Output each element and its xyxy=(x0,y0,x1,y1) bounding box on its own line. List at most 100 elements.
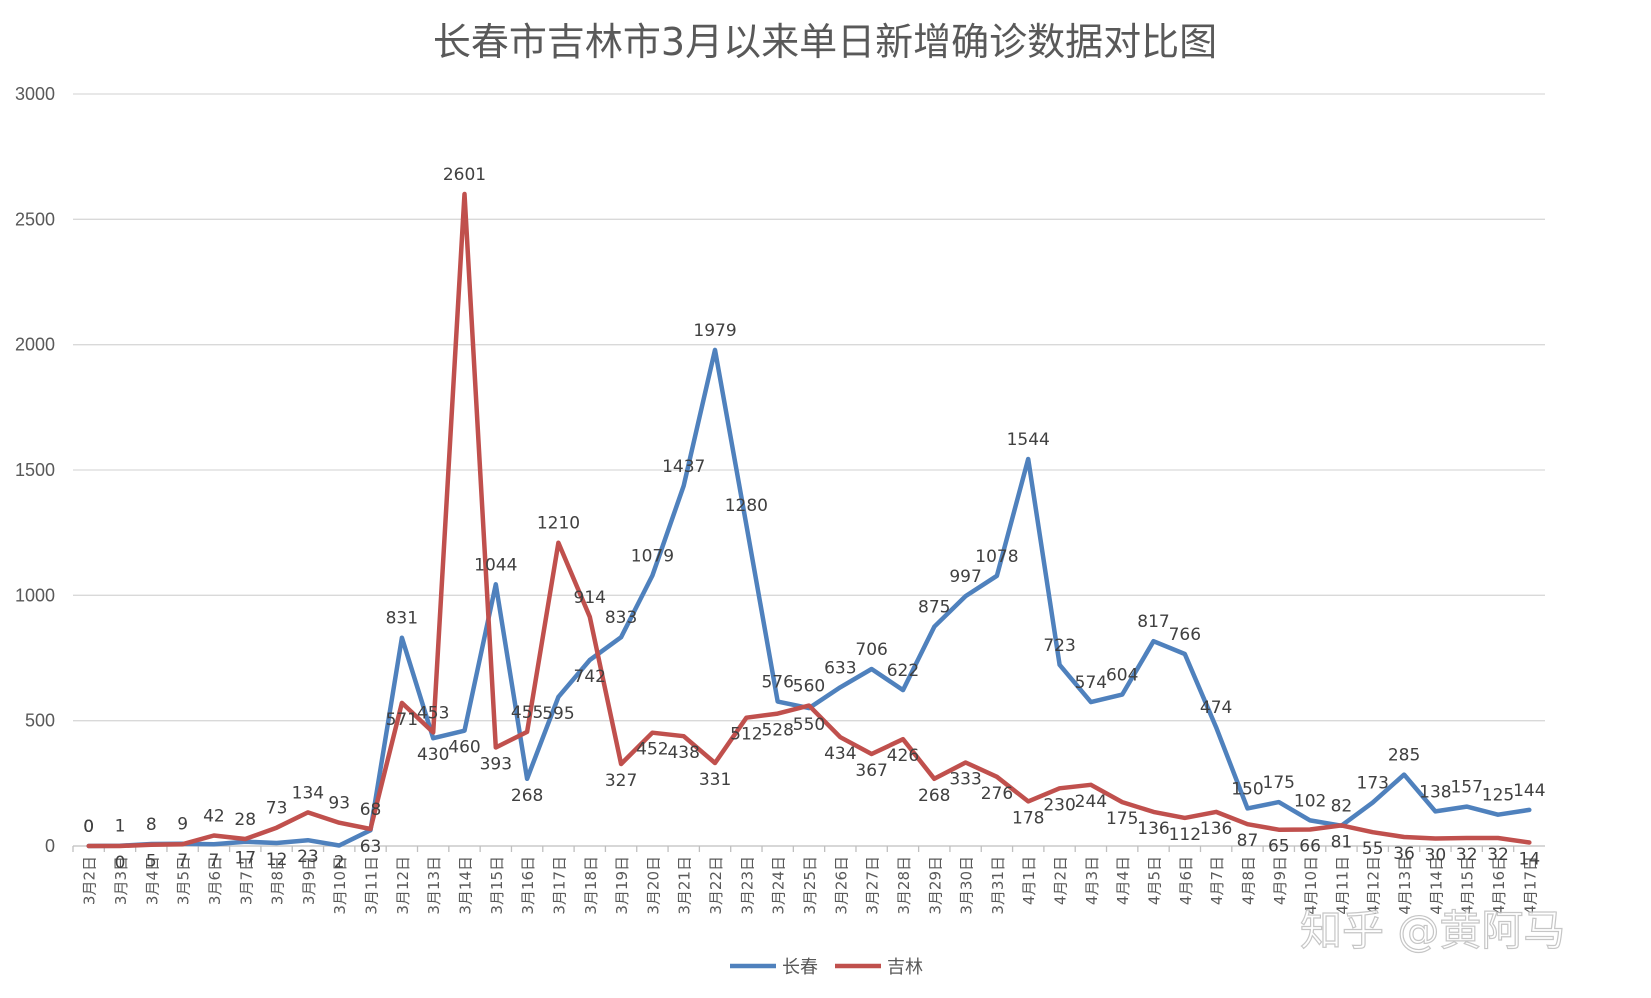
x-tick-label: 3月20日 xyxy=(644,856,662,915)
data-label: 112 xyxy=(1169,825,1201,845)
data-label: 14 xyxy=(1519,849,1541,869)
x-tick-label: 3月29日 xyxy=(926,856,944,915)
data-label: 875 xyxy=(918,598,950,618)
x-tick-label: 3月7日 xyxy=(237,856,255,905)
data-label: 742 xyxy=(574,667,606,687)
data-label: 633 xyxy=(824,658,856,678)
data-label: 474 xyxy=(1200,698,1232,718)
data-label: 1078 xyxy=(975,547,1018,567)
data-label: 766 xyxy=(1169,625,1201,645)
data-label: 157 xyxy=(1450,778,1482,798)
x-tick-label: 3月31日 xyxy=(989,856,1007,915)
data-label: 595 xyxy=(542,704,574,724)
y-axis-ticks: 0 500 1000 1500 2000 2500 3000 xyxy=(15,84,55,856)
x-tick-label: 3月17日 xyxy=(550,856,568,915)
data-label: 28 xyxy=(234,810,256,830)
data-label: 0 xyxy=(115,853,126,873)
data-label: 66 xyxy=(1299,836,1321,856)
y-tick-label: 1000 xyxy=(15,585,55,605)
data-label: 333 xyxy=(949,770,981,790)
x-tick-label: 3月10日 xyxy=(331,856,349,915)
data-labels: 0 1 8 97 17 12 23 26383143046010442685957428331… xyxy=(83,165,1545,873)
x-tick-label: 3月18日 xyxy=(582,856,600,915)
data-label: 327 xyxy=(605,771,637,791)
series-lines xyxy=(86,191,1532,849)
x-tick-label: 4月4日 xyxy=(1114,856,1132,905)
data-label: 285 xyxy=(1388,746,1420,766)
series-line-0 xyxy=(86,347,1532,849)
x-tick-label: 3月15日 xyxy=(488,856,506,915)
data-label: 268 xyxy=(511,786,543,806)
data-label: 32 xyxy=(1456,845,1478,865)
data-label: 230 xyxy=(1043,795,1075,815)
legend: 长春 吉林 xyxy=(730,957,923,978)
data-label: 453 xyxy=(417,703,449,723)
data-label: 1979 xyxy=(693,321,736,341)
x-tick-label: 3月5日 xyxy=(175,856,193,905)
data-label: 452 xyxy=(636,740,668,760)
data-label: 817 xyxy=(1137,612,1169,632)
data-label: 914 xyxy=(574,588,606,608)
data-label: 5 xyxy=(146,852,157,872)
y-tick-label: 2000 xyxy=(15,335,55,355)
data-label: 1044 xyxy=(474,555,517,575)
x-tick-label: 3月21日 xyxy=(676,856,694,915)
x-tick-label: 3月26日 xyxy=(832,856,850,915)
data-label: 63 xyxy=(360,837,382,857)
x-tick-label: 3月22日 xyxy=(707,856,725,915)
data-label: 997 xyxy=(949,567,981,587)
data-label: 125 xyxy=(1482,786,1514,806)
data-label: 136 xyxy=(1137,819,1169,839)
data-label: 12 xyxy=(266,850,288,870)
gridlines xyxy=(73,93,1545,847)
x-tick-label: 4月1日 xyxy=(1020,856,1038,905)
x-tick-label: 3月19日 xyxy=(613,856,631,915)
x-tick-label: 3月14日 xyxy=(456,856,474,915)
data-label: 68 xyxy=(360,800,382,820)
data-label: 0 xyxy=(83,817,94,837)
watermark: 知乎 @黄阿马 xyxy=(1300,906,1565,955)
data-label: 2 xyxy=(334,852,345,872)
y-tick-label: 0 xyxy=(45,836,55,856)
data-label: 244 xyxy=(1075,792,1107,812)
data-label: 1437 xyxy=(662,457,705,477)
x-tick-label: 3月28日 xyxy=(895,856,913,915)
data-label: 430 xyxy=(417,745,449,765)
data-label: 7 xyxy=(177,851,188,871)
data-label: 1 xyxy=(115,817,126,837)
data-label: 367 xyxy=(855,761,887,781)
data-label: 706 xyxy=(855,640,887,660)
x-tick-label: 3月8日 xyxy=(269,856,287,905)
data-label: 1280 xyxy=(725,496,768,516)
data-label: 93 xyxy=(328,794,350,814)
x-tick-label: 3月9日 xyxy=(300,856,318,905)
data-label: 604 xyxy=(1106,666,1138,686)
x-tick-label: 4月9日 xyxy=(1271,856,1289,905)
x-tick-label: 3月4日 xyxy=(143,856,161,905)
data-label: 426 xyxy=(887,746,919,766)
data-label: 434 xyxy=(824,744,856,764)
data-label: 1079 xyxy=(631,547,674,567)
y-tick-label: 3000 xyxy=(15,84,55,104)
data-label: 42 xyxy=(203,806,225,826)
data-label: 574 xyxy=(1075,673,1107,693)
legend-label-1: 吉林 xyxy=(887,957,923,978)
x-tick-label: 3月23日 xyxy=(738,856,756,915)
data-label: 32 xyxy=(1487,845,1509,865)
data-label: 438 xyxy=(667,743,699,763)
data-label: 833 xyxy=(605,608,637,628)
data-label: 550 xyxy=(793,715,825,735)
data-label: 2601 xyxy=(443,165,486,185)
data-label: 82 xyxy=(1331,796,1353,816)
data-label: 571 xyxy=(386,710,418,730)
data-label: 276 xyxy=(981,784,1013,804)
data-label: 560 xyxy=(793,677,825,697)
data-label: 87 xyxy=(1237,831,1259,851)
x-axis-ticks: 3月2日 3月3日 3月4日 3月5日 3月6日 3月7日 3月8日 3月9日 3月10日 3月1… xyxy=(72,846,1539,915)
x-tick-label: 4月15日 xyxy=(1459,856,1477,915)
data-label: 138 xyxy=(1419,782,1451,802)
chart-title: 长春市吉林市3月以来单日新增确诊数据对比图 xyxy=(433,20,1217,64)
data-label: 81 xyxy=(1331,833,1353,853)
x-tick-label: 3月27日 xyxy=(864,856,882,915)
